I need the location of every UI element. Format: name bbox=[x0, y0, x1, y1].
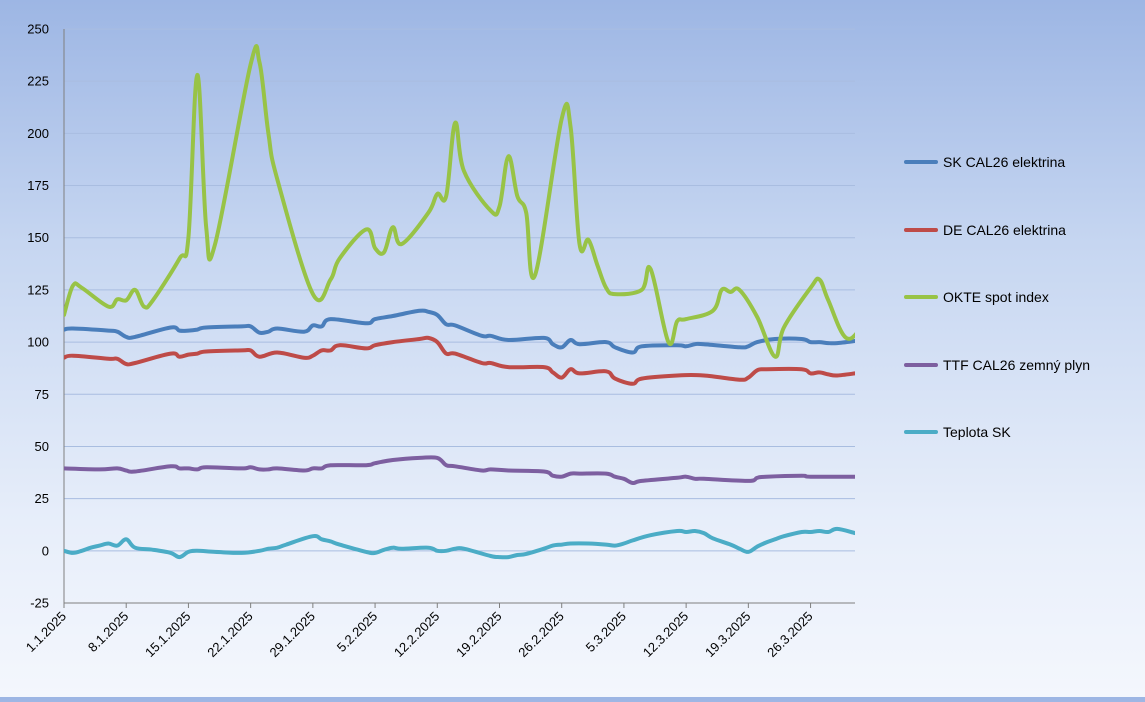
legend-label: OKTE spot index bbox=[943, 289, 1049, 305]
series-line-2 bbox=[64, 44, 855, 359]
y-tick-label: 200 bbox=[27, 126, 49, 141]
series-line-3 bbox=[64, 455, 855, 486]
legend-label: SK CAL26 elektrina bbox=[943, 154, 1065, 170]
series-line-1 bbox=[64, 335, 855, 386]
y-tick-label: 125 bbox=[27, 282, 49, 297]
y-tick-label: 175 bbox=[27, 178, 49, 193]
series-lines bbox=[64, 44, 855, 560]
series-line-4 bbox=[64, 526, 855, 560]
x-tick-label: 19.3.2025 bbox=[702, 609, 754, 661]
y-tick-label: -25 bbox=[30, 596, 49, 611]
y-tick-label: 75 bbox=[35, 387, 49, 402]
x-tick-label: 12.2.2025 bbox=[391, 609, 443, 661]
y-tick-label: 25 bbox=[35, 491, 49, 506]
x-tick-label: 26.2.2025 bbox=[515, 609, 567, 661]
y-tick-label: 150 bbox=[27, 230, 49, 245]
axes: -25 0 25 50 75 100 125 150 175 200 225 250 1.1.2025 8… bbox=[23, 22, 855, 661]
x-tick-label: 5.3.2025 bbox=[583, 609, 629, 655]
y-tick-label: 225 bbox=[27, 74, 49, 89]
legend: SK CAL26 elektrina DE CAL26 elektrina OKTE… bbox=[904, 154, 1090, 440]
y-tick-label: 100 bbox=[27, 335, 49, 350]
x-tick-label: 15.1.2025 bbox=[142, 609, 194, 661]
y-tick-label: 0 bbox=[42, 543, 49, 558]
y-tick-label: 250 bbox=[27, 22, 49, 37]
series-line-0 bbox=[64, 308, 855, 355]
x-tick-label: 5.2.2025 bbox=[334, 609, 380, 655]
x-tick-label: 29.1.2025 bbox=[266, 609, 318, 661]
legend-label: DE CAL26 elektrina bbox=[943, 222, 1066, 238]
gridlines bbox=[64, 28, 855, 604]
x-tick-label: 19.2.2025 bbox=[453, 609, 505, 661]
x-tick-label: 26.3.2025 bbox=[764, 609, 816, 661]
x-tick-label: 1.1.2025 bbox=[23, 609, 69, 655]
x-tick-label: 22.1.2025 bbox=[204, 609, 256, 661]
x-tick-label: 12.3.2025 bbox=[640, 609, 692, 661]
legend-label: TTF CAL26 zemný plyn bbox=[943, 357, 1090, 373]
y-tick-label: 50 bbox=[35, 439, 49, 454]
x-tick-label: 8.1.2025 bbox=[85, 609, 131, 655]
legend-label: Teplota SK bbox=[943, 424, 1011, 440]
